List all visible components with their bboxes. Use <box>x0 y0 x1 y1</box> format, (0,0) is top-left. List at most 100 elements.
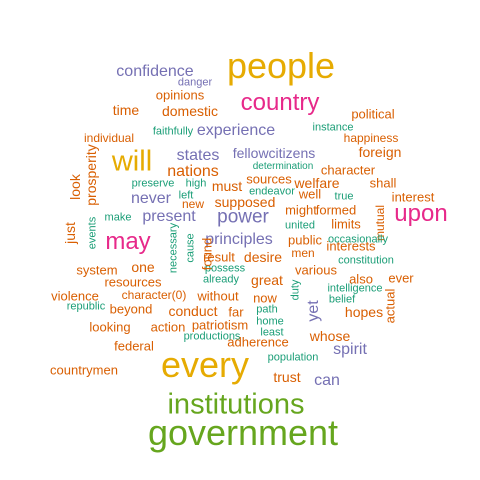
cloud-word: domestic <box>161 103 219 119</box>
cloud-word: adherence <box>227 334 289 350</box>
cloud-word: danger <box>177 76 213 89</box>
cloud-word: experience <box>196 122 276 139</box>
cloud-word: instance <box>312 121 354 134</box>
cloud-word: intelligence <box>327 282 383 295</box>
cloud-word: now <box>253 290 277 306</box>
cloud-word: whose <box>309 328 351 344</box>
cloud-word: every <box>160 344 250 385</box>
cloud-word: path <box>256 303 278 316</box>
cloud-word: united <box>285 219 315 232</box>
cloud-word: federal <box>114 338 154 354</box>
cloud-word: occasionally <box>328 233 388 246</box>
cloud-word: power <box>217 206 269 228</box>
cloud-word: people <box>226 45 336 86</box>
cloud-word: supposed <box>214 194 276 210</box>
cloud-word: will <box>111 145 153 178</box>
cloud-word: already <box>202 273 240 286</box>
cloud-word: ever <box>388 270 414 286</box>
cloud-word: formed <box>315 202 357 218</box>
cloud-word: look <box>67 174 83 200</box>
cloud-word: just <box>62 222 78 244</box>
cloud-word: one <box>131 259 155 275</box>
cloud-word: yet <box>305 300 322 322</box>
cloud-word: may <box>105 228 151 255</box>
cloud-word: determination <box>252 161 314 172</box>
cloud-word: high <box>185 177 207 190</box>
cloud-word: fellowcitizens <box>232 145 316 161</box>
cloud-word: nations <box>167 163 219 180</box>
cloud-word: political <box>351 106 395 122</box>
cloud-word: time <box>112 102 140 118</box>
cloud-word: possess <box>204 262 246 275</box>
cloud-word: character <box>320 162 376 178</box>
cloud-word: sources <box>246 171 292 187</box>
cloud-word: left <box>178 189 194 202</box>
cloud-word: necessary <box>167 222 180 274</box>
cloud-word: upon <box>394 200 448 227</box>
cloud-word: prosperity <box>83 144 99 206</box>
cloud-word: hopes <box>344 304 384 320</box>
cloud-word: great <box>251 272 283 288</box>
cloud-word: result <box>203 249 235 265</box>
cloud-word: institutions <box>167 388 305 421</box>
cloud-word: belief <box>328 293 356 306</box>
cloud-word: conduct <box>168 303 218 319</box>
cloud-word: present <box>142 208 196 225</box>
cloud-word: system <box>76 262 118 278</box>
cloud-word: preserve <box>131 177 175 190</box>
cloud-word: constitution <box>338 254 394 267</box>
cloud-word: well <box>298 186 322 202</box>
cloud-word: individual <box>83 131 135 145</box>
cloud-word: make <box>104 211 132 224</box>
cloud-word: duty <box>289 279 302 301</box>
cloud-word: population <box>267 351 319 364</box>
cloud-word: looking <box>89 319 131 335</box>
cloud-word: true <box>334 190 354 203</box>
cloud-word: government <box>147 412 339 453</box>
cloud-word: new <box>181 197 205 211</box>
cloud-word: men <box>291 246 315 260</box>
cloud-word: must <box>211 178 243 194</box>
cloud-word: without <box>197 288 239 304</box>
cloud-word: happiness <box>343 131 399 145</box>
cloud-word: states <box>176 147 220 164</box>
cloud-word: character(0) <box>121 288 187 302</box>
cloud-word: action <box>150 319 186 335</box>
cloud-word: confidence <box>116 63 194 80</box>
cloud-word: found <box>199 237 215 271</box>
cloud-word: desire <box>243 249 283 265</box>
cloud-word: endeavor <box>249 185 295 198</box>
cloud-word: country <box>240 89 320 116</box>
cloud-word: cause <box>184 233 197 263</box>
cloud-word: far <box>228 304 244 320</box>
cloud-word: also <box>349 271 373 287</box>
cloud-word: limits <box>331 216 361 232</box>
cloud-word: interests <box>326 238 376 254</box>
cloud-word: events <box>86 216 99 250</box>
cloud-word: resources <box>104 274 162 290</box>
cloud-word: productions <box>183 330 241 343</box>
cloud-word: principles <box>205 231 273 248</box>
cloud-word: violence <box>51 288 99 304</box>
cloud-word: might <box>285 202 317 218</box>
cloud-word: welfare <box>294 175 340 191</box>
cloud-word: countrymen <box>50 362 118 378</box>
cloud-word: republic <box>66 300 106 313</box>
cloud-word: patriotism <box>191 317 249 333</box>
cloud-word: never <box>130 190 172 207</box>
cloud-word: least <box>260 326 284 339</box>
cloud-word: trust <box>273 369 301 385</box>
cloud-word: shall <box>369 175 397 191</box>
cloud-word: faithfully <box>152 125 194 138</box>
cloud-word: interest <box>391 189 435 205</box>
cloud-word: home <box>256 315 284 328</box>
cloud-word: spirit <box>333 341 367 358</box>
cloud-word: various <box>295 262 337 278</box>
cloud-word: beyond <box>109 301 153 317</box>
cloud-word: opinions <box>155 87 205 103</box>
cloud-word: public <box>288 232 322 248</box>
cloud-word: actual <box>382 288 398 324</box>
cloud-word: foreign <box>358 144 402 160</box>
cloud-word: can <box>314 372 340 389</box>
